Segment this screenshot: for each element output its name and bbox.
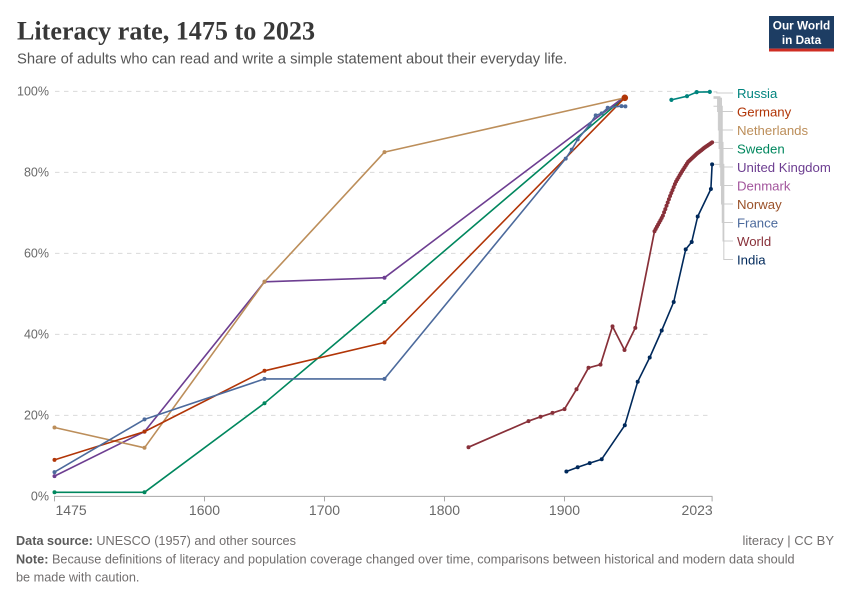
svg-text:France: France [737,215,778,230]
svg-text:100%: 100% [17,85,49,99]
svg-text:Russia: Russia [737,86,778,101]
svg-text:1600: 1600 [189,502,220,518]
svg-text:India: India [737,252,766,267]
svg-text:Share of adults who can read a: Share of adults who can read and write a… [17,52,567,68]
svg-text:World: World [737,234,771,249]
svg-text:Our World: Our World [773,19,830,33]
svg-text:Denmark: Denmark [737,178,791,193]
svg-text:Sweden: Sweden [737,141,785,156]
svg-text:literacy | CC BY: literacy | CC BY [742,533,834,548]
svg-text:1700: 1700 [309,502,340,518]
svg-text:40%: 40% [24,328,49,342]
svg-text:60%: 60% [24,247,49,261]
svg-text:Literacy rate, 1475 to 2023: Literacy rate, 1475 to 2023 [17,15,315,45]
svg-text:80%: 80% [24,166,49,180]
svg-text:Data source: UNESCO (1957) and: Data source: UNESCO (1957) and other sou… [16,534,296,548]
svg-text:Germany: Germany [737,104,792,119]
svg-text:1900: 1900 [549,502,580,518]
svg-text:Norway: Norway [737,197,782,212]
svg-text:Netherlands: Netherlands [737,123,809,138]
svg-text:2023: 2023 [682,502,713,518]
svg-text:Note: Because definitions of l: Note: Because definitions of literacy an… [16,552,795,566]
svg-text:be made with caution.: be made with caution. [16,571,139,585]
svg-text:0%: 0% [31,490,49,504]
svg-text:in Data: in Data [782,33,822,47]
svg-text:20%: 20% [24,409,49,423]
svg-text:1800: 1800 [429,502,460,518]
svg-text:United Kingdom: United Kingdom [737,160,831,175]
svg-text:1475: 1475 [56,502,87,518]
